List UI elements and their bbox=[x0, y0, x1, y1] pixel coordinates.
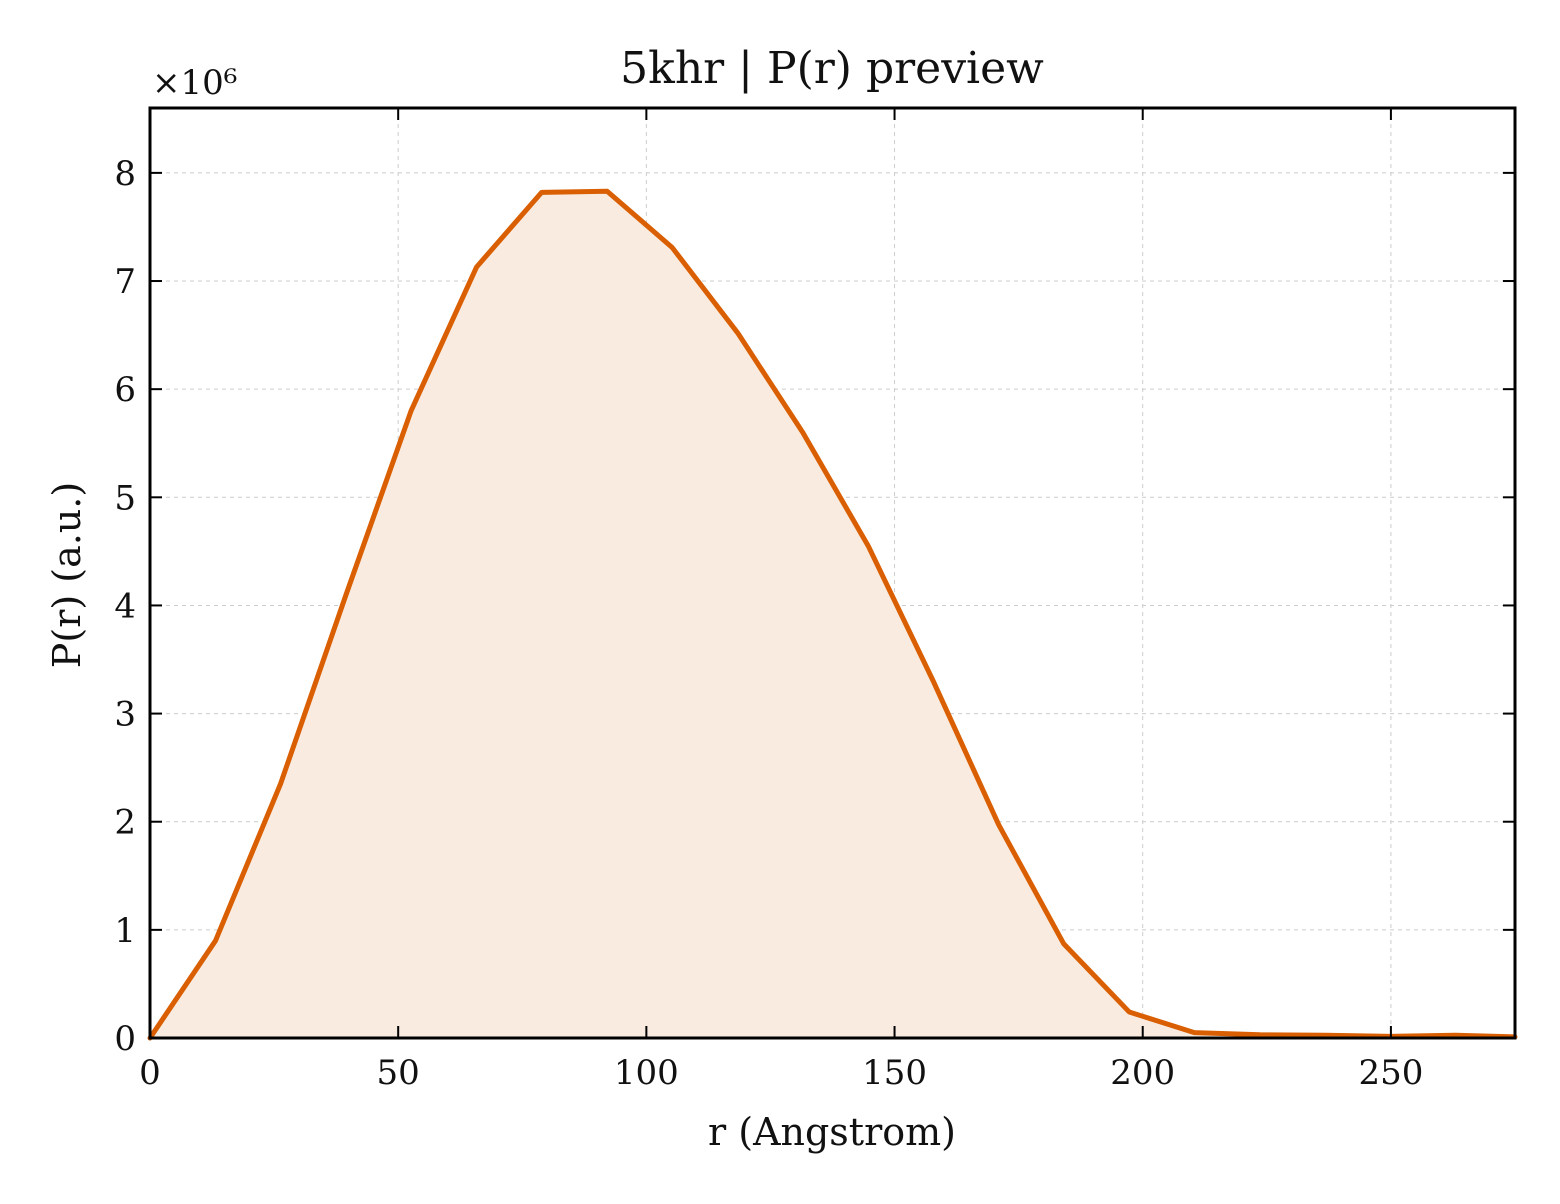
plot-frame bbox=[148, 106, 1517, 1040]
line-series-layer bbox=[147, 188, 1518, 1041]
axes-frame bbox=[148, 106, 1517, 1040]
chart-title: 5khr | P(r) preview bbox=[620, 43, 1044, 94]
x-tick-label: 100 bbox=[614, 1053, 679, 1093]
y-tick-label: 3 bbox=[114, 695, 136, 735]
y-tick-label: 5 bbox=[114, 478, 136, 518]
y-tick-label: 1 bbox=[114, 911, 136, 951]
y-tick-label: 4 bbox=[114, 586, 136, 626]
x-tick-label: 150 bbox=[862, 1053, 927, 1093]
x-tick-label: 0 bbox=[139, 1053, 161, 1093]
pr-series-line bbox=[147, 188, 1518, 1041]
y-tick-label: 6 bbox=[114, 370, 136, 410]
x-tick-label: 250 bbox=[1358, 1053, 1423, 1093]
y-tick-label: 0 bbox=[114, 1019, 136, 1059]
area-fill-layer bbox=[150, 191, 1515, 1038]
y-tick-label: 2 bbox=[114, 803, 136, 843]
y-tick-label: 7 bbox=[114, 262, 136, 302]
y-axis-label: P(r) (a.u.) bbox=[45, 482, 89, 668]
ticks: 0 50 100 150 200 250 0 1 2 3 4 5 6 7 8 bbox=[114, 108, 1515, 1093]
pr-area-fill bbox=[150, 191, 1515, 1038]
y-tick-label: 8 bbox=[114, 154, 136, 194]
x-tick-label: 50 bbox=[377, 1053, 420, 1093]
x-axis-label: r (Angstrom) bbox=[708, 1110, 956, 1154]
y-axis-multiplier-label: ×10⁶ bbox=[152, 63, 237, 103]
x-tick-label: 200 bbox=[1110, 1053, 1175, 1093]
